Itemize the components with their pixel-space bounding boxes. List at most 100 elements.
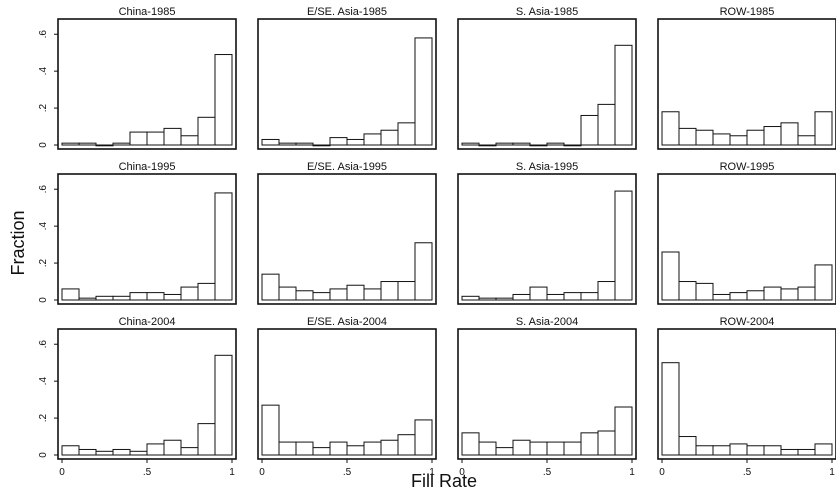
panel-title: S. Asia-1995: [516, 161, 578, 173]
bar: [529, 286, 548, 301]
bar: [363, 133, 382, 146]
panel: ROW-1995: [657, 161, 836, 305]
y-tick-label: .4: [38, 67, 49, 76]
bar: [797, 286, 816, 301]
bar: [197, 423, 216, 456]
x-tick-label: 1: [229, 467, 235, 478]
x-axis-label: Fill Rate: [411, 471, 477, 491]
bar: [112, 142, 131, 146]
x-tick-label: .5: [743, 467, 752, 478]
bar: [512, 293, 531, 301]
bar: [478, 297, 497, 301]
bar: [614, 406, 633, 456]
bar: [563, 441, 582, 456]
panel: S. Asia-1995: [457, 161, 637, 305]
bar: [180, 135, 199, 146]
panel-title: E/SE. Asia-1985: [307, 6, 387, 18]
panel-title: China-1995: [119, 161, 176, 173]
bar: [346, 284, 365, 301]
bar: [546, 293, 565, 301]
bar: [363, 441, 382, 456]
bar: [346, 138, 365, 146]
panel-frame: [57, 173, 237, 305]
bar: [478, 144, 497, 147]
bar: [729, 292, 748, 301]
bar: [278, 441, 297, 456]
bar: [312, 144, 331, 147]
bar: [495, 297, 514, 301]
bar: [678, 127, 697, 146]
bar: [95, 450, 114, 456]
bar: [478, 441, 497, 456]
bar: [678, 436, 697, 456]
bar: [363, 288, 382, 301]
bar: [163, 293, 182, 301]
panel: S. Asia-2004 0 .5 1: [457, 316, 637, 478]
bar: [580, 292, 599, 301]
bar: [780, 288, 799, 301]
y-tick-label: .6: [38, 340, 49, 349]
panel-title: China-2004: [119, 316, 176, 328]
bar: [295, 142, 314, 146]
bar: [661, 362, 680, 456]
x-tick-label: 1: [829, 467, 835, 478]
bar: [512, 439, 531, 456]
bar: [814, 111, 833, 146]
bar: [312, 292, 331, 301]
panel-title: China-1985: [119, 6, 176, 18]
bar: [512, 142, 531, 146]
bar: [495, 142, 514, 146]
bar: [146, 131, 165, 146]
x-tick-label: .5: [343, 467, 352, 478]
bar: [661, 251, 680, 301]
bar: [746, 445, 765, 456]
y-tick-label: .4: [38, 377, 49, 386]
bar: [61, 288, 80, 301]
x-tick-label: 0: [459, 467, 465, 478]
bar: [346, 445, 365, 456]
bar: [180, 286, 199, 301]
panel: China-1985 0 .2 .4 .6: [38, 6, 237, 150]
bar: [380, 129, 399, 146]
bar: [261, 404, 280, 456]
bar: [529, 441, 548, 456]
panel-title: E/SE. Asia-1995: [307, 161, 387, 173]
bar: [261, 273, 280, 301]
bar: [746, 129, 765, 146]
panel-title: ROW-1995: [720, 161, 775, 173]
bar: [380, 281, 399, 301]
bar: [414, 242, 433, 301]
bar: [546, 441, 565, 456]
bar: [95, 144, 114, 147]
bar: [146, 443, 165, 456]
bar: [129, 292, 148, 301]
panel-grid: China-1985 0 .2 .4 .6 E/SE. Asia-1985 S. Asia-…: [38, 6, 836, 478]
bar: [529, 144, 548, 147]
y-tick-label: .2: [38, 258, 49, 267]
bar: [797, 448, 816, 456]
bar: [763, 286, 782, 301]
bar: [414, 419, 433, 456]
bar: [495, 447, 514, 456]
bar: [780, 122, 799, 146]
bar: [78, 142, 97, 146]
panel-frame: [657, 18, 836, 150]
panel-title: ROW-2004: [720, 316, 775, 328]
bar: [278, 142, 297, 146]
bar: [180, 447, 199, 456]
bar: [112, 448, 131, 456]
bar: [695, 129, 714, 146]
y-tick-label: 0: [38, 142, 49, 148]
bar: [763, 445, 782, 456]
bar: [214, 192, 233, 301]
panel-title: E/SE. Asia-2004: [307, 316, 387, 328]
bar: [461, 295, 480, 301]
bar: [461, 432, 480, 456]
bar: [461, 142, 480, 146]
bar: [695, 445, 714, 456]
bar: [729, 135, 748, 146]
bar: [397, 434, 416, 456]
bar: [712, 293, 731, 301]
bar: [197, 282, 216, 301]
